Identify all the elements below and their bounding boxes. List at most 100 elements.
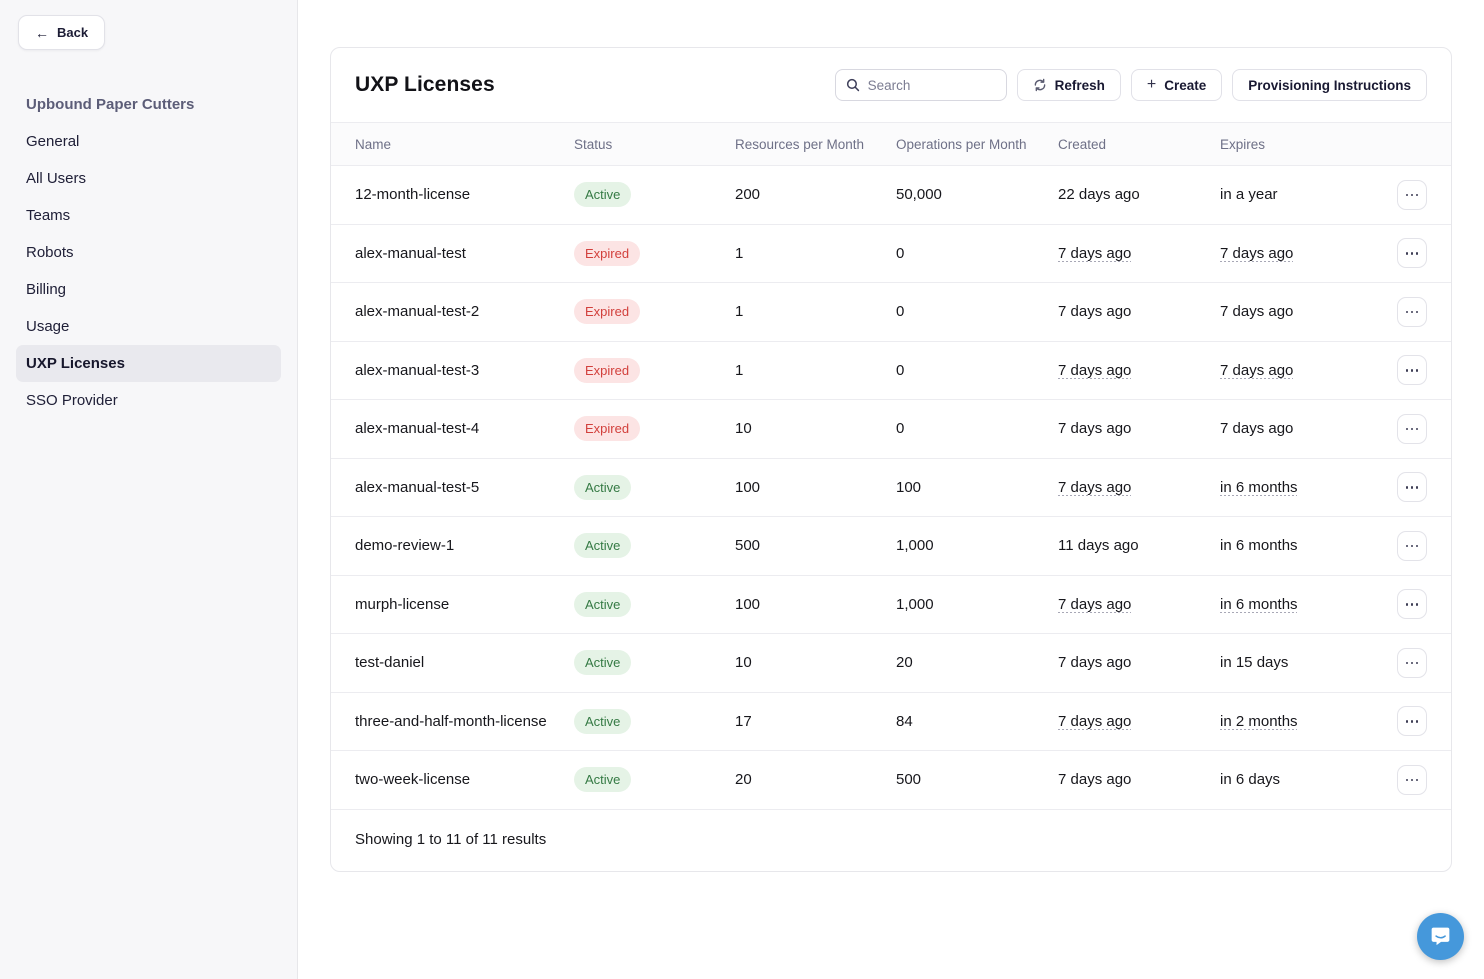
row-actions-button[interactable] xyxy=(1397,296,1427,327)
sidebar-item-billing[interactable]: Billing xyxy=(26,281,67,298)
operations-value: 0 xyxy=(896,244,905,262)
row-actions-button[interactable] xyxy=(1397,179,1427,210)
column-header-resources: Resources per Month xyxy=(735,136,865,152)
expires-value[interactable]: in 6 months xyxy=(1220,595,1298,613)
create-button[interactable]: + Create xyxy=(1130,69,1223,101)
operations-value: 84 xyxy=(896,712,913,730)
ellipsis-icon xyxy=(1405,544,1409,547)
expires-value[interactable]: 7 days ago xyxy=(1220,303,1294,321)
created-value[interactable]: 7 days ago xyxy=(1058,361,1132,379)
sidebar-item-general[interactable]: General xyxy=(26,133,80,150)
ellipsis-icon xyxy=(1405,778,1409,781)
status-badge: Expired xyxy=(574,299,641,325)
row-actions-button[interactable] xyxy=(1397,647,1427,678)
created-value[interactable]: 7 days ago xyxy=(1058,771,1132,789)
license-name: murph-license xyxy=(355,595,450,613)
row-actions-button[interactable] xyxy=(1397,764,1427,795)
column-header-created: Created xyxy=(1058,136,1107,152)
table-row: test-daniel Active 10 20 7 days ago in 1… xyxy=(331,634,1451,693)
chat-bubble-icon xyxy=(1431,927,1450,946)
table-row: murph-license Active 100 1,000 7 days ag… xyxy=(331,576,1451,634)
created-value[interactable]: 7 days ago xyxy=(1058,303,1132,321)
resources-value: 500 xyxy=(735,537,761,555)
row-actions-button[interactable] xyxy=(1397,589,1427,620)
plus-icon: + xyxy=(1146,76,1157,93)
created-value[interactable]: 7 days ago xyxy=(1058,712,1132,730)
chat-launcher-button[interactable] xyxy=(1417,913,1464,960)
back-button[interactable]: ← Back xyxy=(18,15,106,50)
status-badge: Active xyxy=(574,533,632,559)
expires-value[interactable]: 7 days ago xyxy=(1220,361,1294,379)
created-value[interactable]: 7 days ago xyxy=(1058,478,1132,496)
sidebar-item-teams[interactable]: Teams xyxy=(26,207,71,224)
sidebar: ← Back Upbound Paper Cutters General All… xyxy=(0,0,298,979)
arrow-left-icon: ← xyxy=(35,24,49,41)
expires-value[interactable]: in 6 months xyxy=(1220,478,1298,496)
license-name: two-week-license xyxy=(355,771,471,789)
resources-value: 100 xyxy=(735,478,761,496)
refresh-button[interactable]: Refresh xyxy=(1016,69,1121,101)
operations-value: 1,000 xyxy=(896,595,934,613)
refresh-icon xyxy=(1034,78,1045,92)
expires-value[interactable]: in a year xyxy=(1220,186,1278,204)
expires-value[interactable]: in 2 months xyxy=(1220,712,1298,730)
resources-value: 17 xyxy=(735,712,752,730)
table-row: demo-review-1 Active 500 1,000 11 days a… xyxy=(331,517,1451,576)
license-name: alex-manual-test-5 xyxy=(355,478,480,496)
expires-value[interactable]: in 15 days xyxy=(1220,654,1289,672)
search-wrap xyxy=(834,69,1007,101)
created-value[interactable]: 7 days ago xyxy=(1058,595,1132,613)
license-name: three-and-half-month-license xyxy=(355,712,547,730)
row-actions-button[interactable] xyxy=(1397,472,1427,503)
expires-value[interactable]: in 6 months xyxy=(1220,537,1298,555)
provisioning-instructions-label: Provisioning Instructions xyxy=(1248,77,1411,93)
provisioning-instructions-button[interactable]: Provisioning Instructions xyxy=(1232,69,1427,101)
sidebar-item-uxp-licenses[interactable]: UXP Licenses xyxy=(16,345,281,382)
sidebar-item-all-users[interactable]: All Users xyxy=(26,170,87,187)
row-actions-button[interactable] xyxy=(1397,413,1427,444)
row-actions-button[interactable] xyxy=(1397,530,1427,561)
status-badge: Active xyxy=(574,708,632,734)
sidebar-item-usage[interactable]: Usage xyxy=(26,318,70,335)
expires-value[interactable]: 7 days ago xyxy=(1220,244,1294,262)
row-actions-button[interactable] xyxy=(1397,706,1427,737)
ellipsis-icon xyxy=(1405,252,1409,255)
resources-value: 100 xyxy=(735,595,761,613)
column-header-status: Status xyxy=(574,136,613,152)
resources-value: 10 xyxy=(735,420,752,438)
created-value[interactable]: 11 days ago xyxy=(1058,537,1139,555)
operations-value: 1,000 xyxy=(896,537,934,555)
operations-value: 0 xyxy=(896,361,905,379)
status-badge: Expired xyxy=(574,416,641,442)
license-name: alex-manual-test xyxy=(355,244,466,262)
org-name: Upbound Paper Cutters xyxy=(26,96,195,113)
search-input[interactable] xyxy=(834,69,1007,101)
row-actions-button[interactable] xyxy=(1397,238,1427,269)
created-value[interactable]: 7 days ago xyxy=(1058,420,1132,438)
resources-value: 200 xyxy=(735,186,761,204)
resources-value: 1 xyxy=(735,361,744,379)
table-row: alex-manual-test-5 Active 100 100 7 days… xyxy=(331,459,1451,517)
table-row: alex-manual-test-4 Expired 10 0 7 days a… xyxy=(331,400,1451,459)
table-row: alex-manual-test-2 Expired 1 0 7 days ag… xyxy=(331,283,1451,342)
resources-value: 1 xyxy=(735,244,744,262)
sidebar-item-robots[interactable]: Robots xyxy=(26,244,74,261)
expires-value[interactable]: in 6 days xyxy=(1220,771,1281,789)
license-name: 12-month-license xyxy=(355,186,471,204)
created-value[interactable]: 7 days ago xyxy=(1058,244,1132,262)
status-badge: Expired xyxy=(574,357,641,383)
row-actions-button[interactable] xyxy=(1397,355,1427,386)
licenses-card: UXP Licenses Refresh xyxy=(330,47,1452,872)
operations-value: 50,000 xyxy=(896,186,942,204)
create-button-label: Create xyxy=(1164,77,1207,93)
license-name: alex-manual-test-2 xyxy=(355,303,480,321)
status-badge: Expired xyxy=(574,240,641,266)
expires-value[interactable]: 7 days ago xyxy=(1220,420,1294,438)
operations-value: 100 xyxy=(896,478,922,496)
back-button-label: Back xyxy=(57,25,89,40)
sidebar-item-sso-provider[interactable]: SSO Provider xyxy=(26,392,118,409)
ellipsis-icon xyxy=(1405,720,1409,723)
table-body: 12-month-license Active 200 50,000 22 da… xyxy=(331,166,1451,810)
created-value[interactable]: 7 days ago xyxy=(1058,654,1132,672)
created-value[interactable]: 22 days ago xyxy=(1058,186,1140,204)
